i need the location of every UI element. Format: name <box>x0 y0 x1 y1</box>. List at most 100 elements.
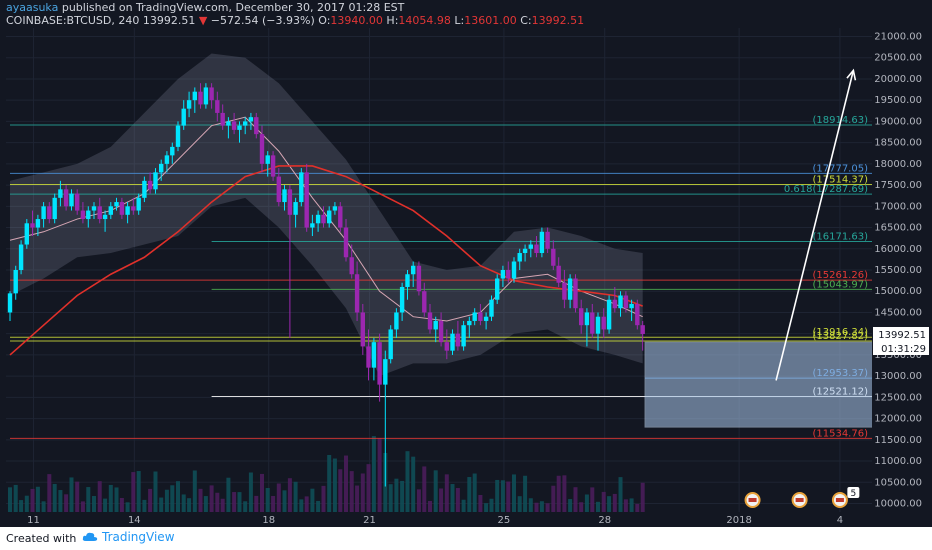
high-label: H: <box>386 14 399 27</box>
candle-body <box>192 91 197 101</box>
candle-body <box>394 312 399 330</box>
volume-bar <box>439 488 444 512</box>
candle-body <box>209 87 214 101</box>
volume-bar <box>612 493 617 512</box>
candle-body <box>35 219 41 228</box>
candle-body <box>444 342 449 351</box>
candle-body <box>567 278 573 300</box>
candle-body <box>618 295 623 309</box>
price-tick-label: 10500.00 <box>874 477 922 488</box>
candle-body <box>495 278 500 300</box>
candle-body <box>24 223 29 245</box>
volume-bar <box>467 477 472 512</box>
volume-bar <box>30 488 35 512</box>
events-count-label: 5 <box>850 489 856 499</box>
volume-bar <box>52 483 57 512</box>
tradingview-brand[interactable]: TradingView <box>82 530 175 544</box>
target-box <box>644 341 875 428</box>
volume-bar <box>377 438 382 512</box>
time-tick-label: 14 <box>128 515 141 526</box>
volume-bar <box>282 490 287 512</box>
last-price-tag-label: 13992.51 <box>878 330 926 341</box>
volume-bar <box>271 495 276 512</box>
candle-body <box>595 316 601 334</box>
candle-body <box>164 155 170 164</box>
volume-bar <box>243 501 248 512</box>
price-axis[interactable]: 21000.00 20500.00 20000.00 19500.00 19000.00… <box>872 28 932 512</box>
volume-bar <box>86 487 91 512</box>
candle-body <box>299 172 304 203</box>
time-tick-label: 21 <box>363 515 376 526</box>
candle-body <box>276 176 281 203</box>
candle-body <box>243 121 248 126</box>
event-flag-stripe <box>748 498 757 502</box>
volume-bar <box>455 488 460 512</box>
candle-body <box>545 231 550 249</box>
volume-bar <box>355 485 360 512</box>
volume-bar <box>623 499 628 512</box>
volume-bar <box>142 499 147 512</box>
candle-body <box>511 261 517 279</box>
volume-bar <box>416 489 421 512</box>
candle-body <box>500 270 506 279</box>
volume-bar <box>265 487 270 512</box>
candle-body <box>623 295 629 309</box>
price-chart[interactable]: (18914.63)(17777.05)(17514.37)0.618(1728… <box>0 0 932 527</box>
volume-bar <box>405 451 410 512</box>
candle-body <box>517 253 522 262</box>
candle-body <box>310 223 315 228</box>
price-tick-label: 19500.00 <box>874 95 922 106</box>
price-tick-label: 15500.00 <box>874 265 922 276</box>
volume-bar <box>125 502 130 512</box>
volume-bar <box>248 472 253 512</box>
volume-bar <box>304 496 309 512</box>
volume-bar <box>181 494 186 512</box>
volume-bar <box>495 479 500 512</box>
volume-bar <box>80 501 85 512</box>
volume-bar <box>640 482 645 512</box>
candle-body <box>640 325 645 334</box>
volume-bar <box>338 469 343 512</box>
volume-bar <box>500 480 505 512</box>
candle-body <box>7 293 13 313</box>
candle-body <box>186 100 192 109</box>
price-tick-label: 12000.00 <box>874 414 922 425</box>
time-axis[interactable]: 11 14 18 21 25 28 2018 4 <box>0 512 932 527</box>
candle-body <box>438 320 444 343</box>
candle-body <box>354 274 360 313</box>
candle-body <box>97 206 102 220</box>
candle-body <box>153 172 158 190</box>
candle-body <box>304 172 309 228</box>
volume-bar <box>293 481 298 512</box>
volume-bar <box>136 471 141 512</box>
volume-bar <box>153 471 158 512</box>
candle-body <box>416 265 422 292</box>
time-tick-label: 25 <box>498 515 511 526</box>
candle-body <box>551 248 556 266</box>
volume-bar <box>254 495 259 512</box>
price-tick-label: 10000.00 <box>874 499 922 510</box>
volume-bar <box>517 496 522 512</box>
symbol-label[interactable]: COINBASE:BTCUSD, 240 <box>6 14 140 27</box>
price-tick-label: 20000.00 <box>874 74 922 85</box>
volume-bar <box>478 495 483 512</box>
volume-bar <box>450 484 455 512</box>
volume-bar <box>562 475 567 512</box>
arrow-line <box>775 70 855 381</box>
candle-body <box>478 312 483 321</box>
candle-body <box>338 206 343 228</box>
volume-bar <box>19 500 24 512</box>
volume-bar <box>551 485 556 512</box>
level-label: (13827.82) <box>812 331 868 342</box>
volume-bar <box>97 481 102 512</box>
volume-bar <box>366 464 371 512</box>
candle-body <box>282 189 287 203</box>
volume-bar <box>131 472 136 512</box>
candle-body <box>159 163 164 173</box>
candle-body <box>293 202 298 215</box>
candle-body <box>170 146 175 156</box>
author-link[interactable]: ayaasuka <box>6 1 59 14</box>
candle-body <box>629 303 634 309</box>
price-tick-label: 19000.00 <box>874 116 922 127</box>
candle-body <box>405 274 410 287</box>
